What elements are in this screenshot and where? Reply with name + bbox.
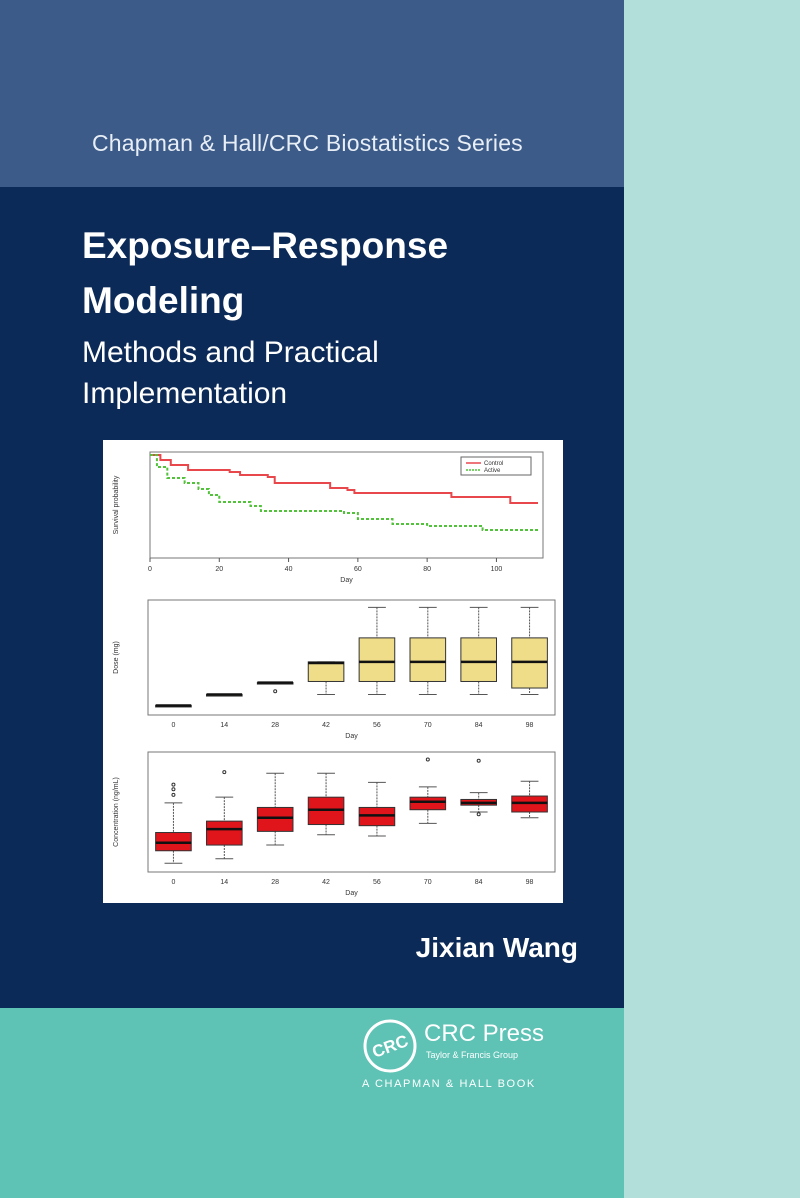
x-tick-label: 0 <box>171 879 175 886</box>
outlier <box>222 770 227 775</box>
x-tick-label: 0 <box>171 722 175 729</box>
x-tick-label: 70 <box>424 879 432 886</box>
y-axis-label: Survival probability <box>113 475 120 534</box>
box <box>206 820 243 846</box>
x-tick-label: 56 <box>373 879 381 886</box>
x-tick-label: 60 <box>354 566 362 573</box>
publisher-tagline: Taylor & Francis Group <box>426 1050 519 1060</box>
y-axis-label: Concentration (ng/mL) <box>113 777 120 847</box>
book-cover: Chapman & Hall/CRC Biostatistics Series … <box>0 0 624 1198</box>
legend-label: Control <box>484 461 503 467</box>
series-name: Chapman & Hall/CRC Biostatistics Series <box>92 130 523 156</box>
svg-text:CRC: CRC <box>370 1031 411 1061</box>
publisher-logo: CRC CRC Press Taylor & Francis Group A C… <box>362 1018 592 1098</box>
x-tick-label: 40 <box>285 566 293 573</box>
x-axis-label: Day <box>340 577 353 584</box>
x-axis-label: Day <box>345 733 358 740</box>
legend-label: Active <box>484 468 501 474</box>
box <box>307 661 345 682</box>
plot-frame <box>147 751 556 873</box>
x-tick-label: 0 <box>148 566 152 573</box>
series-band: Chapman & Hall/CRC Biostatistics Series <box>0 0 624 187</box>
x-tick-label: 98 <box>526 722 534 729</box>
box <box>358 637 396 682</box>
cover-figure: 0 20 40 60 80 100 Day Survival probability Contr… <box>103 440 563 903</box>
x-tick-label: 84 <box>475 879 483 886</box>
outlier <box>425 757 430 762</box>
box <box>460 637 497 682</box>
x-axis-label: Day <box>345 890 358 897</box>
survival-line-control <box>150 454 538 504</box>
outlier <box>171 792 176 797</box>
x-tick-label: 28 <box>271 879 279 886</box>
book-subtitle: Methods and Practical Implementation <box>82 332 379 414</box>
subtitle-line: Implementation <box>82 377 288 410</box>
subtitle-line: Methods and Practical <box>82 336 379 369</box>
title-line: Exposure–Response <box>82 225 449 266</box>
publisher-imprint: A CHAPMAN & HALL BOOK <box>362 1078 536 1090</box>
x-tick-label: 70 <box>424 722 432 729</box>
author: Jixian Wang <box>415 932 578 963</box>
x-tick-label: 42 <box>322 879 330 886</box>
publisher-name: CRC Press <box>424 1020 545 1047</box>
survival-line-active <box>150 454 539 532</box>
x-tick-label: 14 <box>220 879 228 886</box>
publisher-band: CRC CRC Press Taylor & Francis Group A C… <box>0 1008 624 1198</box>
outlier <box>476 758 481 763</box>
title-line: Modeling <box>82 280 245 321</box>
x-tick-label: 28 <box>271 722 279 729</box>
outlier <box>171 787 176 792</box>
plot-frame <box>149 451 544 559</box>
outlier <box>273 689 278 694</box>
box <box>409 637 447 682</box>
book-title: Exposure–Response Modeling <box>82 218 448 328</box>
y-axis-label: Dose (mg) <box>113 641 120 674</box>
plot-frame <box>147 599 556 716</box>
outlier <box>171 782 176 787</box>
outlier <box>476 812 481 817</box>
x-tick-label: 20 <box>215 566 223 573</box>
x-tick-label: 100 <box>491 566 503 573</box>
x-tick-label: 56 <box>373 722 381 729</box>
figure-svg: 0 20 40 60 80 100 Day Survival probability Contr… <box>113 451 556 897</box>
x-tick-label: 14 <box>220 722 228 729</box>
x-tick-label: 84 <box>475 722 483 729</box>
box <box>256 806 294 832</box>
x-tick-label: 98 <box>526 879 534 886</box>
box <box>409 796 447 811</box>
right-strip <box>624 0 800 1198</box>
x-tick-label: 42 <box>322 722 330 729</box>
crc-logo-icon: CRC <box>363 1019 417 1073</box>
x-tick-label: 80 <box>423 566 431 573</box>
